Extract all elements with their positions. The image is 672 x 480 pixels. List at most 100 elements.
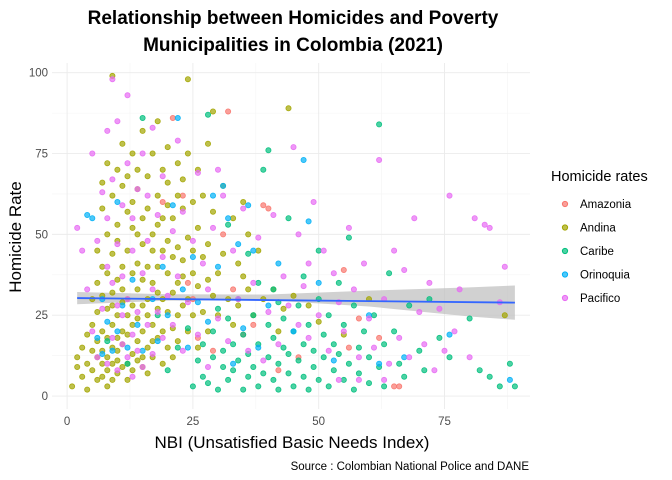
point-caribe <box>204 380 211 387</box>
point-andina <box>124 208 131 215</box>
point-pacifico <box>376 156 383 163</box>
point-andina <box>134 286 141 293</box>
legend-key-andina <box>561 224 569 231</box>
point-andina <box>174 338 181 345</box>
point-caribe <box>335 279 342 286</box>
point-andina <box>245 286 252 293</box>
point-pacifico <box>406 354 413 361</box>
point-pacifico <box>134 308 141 315</box>
point-andina <box>144 205 151 212</box>
point-pacifico <box>381 376 388 383</box>
point-caribe <box>406 302 413 309</box>
point-andina <box>199 253 206 260</box>
point-pacifico <box>114 367 121 374</box>
legend-label-andina: Andina <box>580 223 616 235</box>
point-andina <box>184 234 191 241</box>
point-caribe <box>295 302 302 309</box>
point-pacifico <box>411 215 418 222</box>
point-pacifico <box>345 224 352 231</box>
point-andina <box>134 357 141 364</box>
point-pacifico <box>109 76 116 83</box>
point-andina <box>149 279 156 286</box>
point-pacifico <box>104 215 111 222</box>
point-andina <box>79 344 86 351</box>
point-orinoquia <box>204 318 211 325</box>
point-andina <box>154 221 161 228</box>
point-pacifico <box>260 357 267 364</box>
point-amazonia <box>265 205 272 212</box>
point-orinoquia <box>230 360 237 367</box>
point-orinoquia <box>129 276 136 283</box>
point-orinoquia <box>220 182 227 189</box>
point-andina <box>149 338 156 345</box>
point-pacifico <box>144 192 151 199</box>
point-pacifico <box>320 247 327 254</box>
point-andina <box>104 270 111 277</box>
point-andina <box>124 173 131 180</box>
point-andina <box>179 176 186 183</box>
point-caribe <box>265 354 272 361</box>
point-andina <box>94 247 101 254</box>
point-andina <box>179 257 186 264</box>
point-caribe <box>280 315 287 322</box>
point-andina <box>204 276 211 283</box>
point-andina <box>154 118 161 125</box>
legend-key-amazonia <box>561 200 569 208</box>
point-andina <box>114 357 121 364</box>
point-caribe <box>345 234 352 241</box>
point-andina <box>124 331 131 338</box>
point-andina <box>214 270 221 277</box>
point-andina <box>204 140 211 147</box>
x-tick-label: 25 <box>186 416 199 428</box>
point-caribe <box>104 338 111 345</box>
point-pacifico <box>310 198 317 205</box>
point-pacifico <box>174 137 181 144</box>
point-pacifico <box>396 334 403 341</box>
point-orinoquia <box>109 347 116 354</box>
point-caribe <box>320 331 327 338</box>
point-pacifico <box>149 286 156 293</box>
point-andina <box>154 192 161 199</box>
point-andina <box>164 270 171 277</box>
point-pacifico <box>134 347 141 354</box>
point-caribe <box>325 312 332 319</box>
point-caribe <box>214 386 221 393</box>
point-andina <box>104 160 111 167</box>
point-pacifico <box>164 292 171 299</box>
point-pacifico <box>124 92 131 99</box>
point-amazonia <box>225 108 232 115</box>
point-pacifico <box>391 247 398 254</box>
point-orinoquia <box>84 211 91 218</box>
point-andina <box>94 308 101 315</box>
point-andina <box>154 289 161 296</box>
point-andina <box>139 354 146 361</box>
point-pacifico <box>214 166 221 173</box>
point-andina <box>109 250 116 257</box>
point-caribe <box>381 383 388 390</box>
point-caribe <box>285 370 292 377</box>
point-pacifico <box>104 263 111 270</box>
point-pacifico <box>119 202 126 209</box>
point-caribe <box>275 360 282 367</box>
point-pacifico <box>99 189 106 196</box>
point-pacifico <box>255 234 262 241</box>
point-caribe <box>466 315 473 322</box>
point-caribe <box>496 383 503 390</box>
point-caribe <box>220 347 227 354</box>
point-pacifico <box>169 321 176 328</box>
point-pacifico <box>174 273 181 280</box>
point-caribe <box>240 331 247 338</box>
point-andina <box>204 241 211 248</box>
point-andina <box>149 321 156 328</box>
point-caribe <box>310 363 317 370</box>
point-pacifico <box>471 215 478 222</box>
point-andina <box>79 373 86 380</box>
point-pacifico <box>295 321 302 328</box>
point-caribe <box>360 328 367 335</box>
point-pacifico <box>89 150 96 157</box>
chart-title: Relationship between Homicides and Pover… <box>88 8 499 29</box>
point-caribe <box>225 376 232 383</box>
point-pacifico <box>119 273 126 280</box>
y-axis-ticks: 0 25 50 75 100 <box>29 68 48 403</box>
point-andina <box>154 263 161 270</box>
